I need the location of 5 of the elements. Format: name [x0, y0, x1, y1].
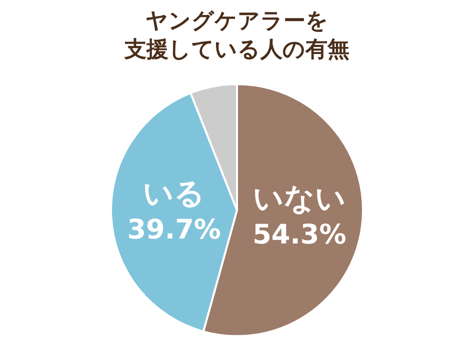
chart-title: ヤングケアラーを支援している人の有無	[124, 9, 350, 63]
data-label: 39.7%	[127, 214, 221, 246]
slice-label: いる	[143, 176, 206, 212]
data-label: 54.3%	[252, 220, 346, 251]
slice-label: いない	[252, 181, 346, 216]
